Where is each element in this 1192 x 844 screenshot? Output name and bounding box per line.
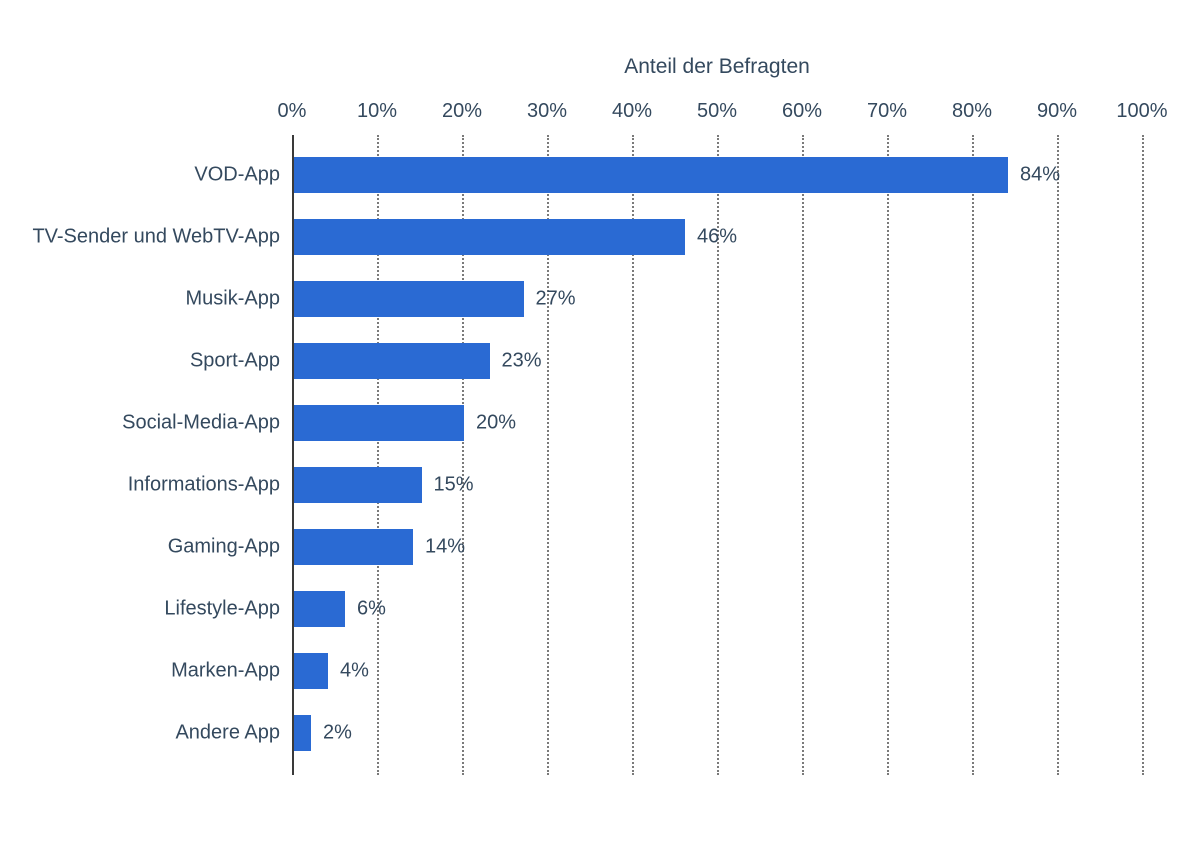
- value-label: 2%: [323, 722, 352, 745]
- value-label: 14%: [425, 536, 465, 559]
- value-label: 23%: [502, 350, 542, 373]
- grid-line: [1142, 135, 1144, 775]
- x-tick-label: 10%: [357, 100, 397, 123]
- chart-container: Anteil der Befragten 0% 10% 20% 30% 40% 50% 60…: [0, 0, 1192, 844]
- value-label: 4%: [340, 660, 369, 683]
- grid-line: [972, 135, 974, 775]
- category-label: Social-Media-App: [122, 412, 280, 435]
- value-label: 15%: [434, 474, 474, 497]
- x-tick-label: 50%: [697, 100, 737, 123]
- bar: [294, 405, 464, 441]
- x-tick-label: 100%: [1116, 100, 1167, 123]
- value-label: 6%: [357, 598, 386, 621]
- bar: [294, 157, 1008, 193]
- bar: [294, 343, 490, 379]
- category-label: Musik-App: [186, 288, 280, 311]
- category-label: TV-Sender und WebTV-App: [32, 226, 280, 249]
- value-label: 46%: [697, 226, 737, 249]
- category-label: Informations-App: [128, 474, 280, 497]
- bar: [294, 219, 685, 255]
- category-label: Andere App: [175, 722, 280, 745]
- x-tick-label: 0%: [278, 100, 307, 123]
- category-label: Gaming-App: [168, 536, 280, 559]
- value-label: 20%: [476, 412, 516, 435]
- x-tick-label: 60%: [782, 100, 822, 123]
- bar: [294, 529, 413, 565]
- category-label: Lifestyle-App: [164, 598, 280, 621]
- x-tick-label: 80%: [952, 100, 992, 123]
- category-label: Marken-App: [171, 660, 280, 683]
- x-tick-label: 90%: [1037, 100, 1077, 123]
- bar: [294, 591, 345, 627]
- x-tick-label: 30%: [527, 100, 567, 123]
- bar: [294, 715, 311, 751]
- bar: [294, 281, 524, 317]
- value-label: 27%: [536, 288, 576, 311]
- x-tick-label: 40%: [612, 100, 652, 123]
- category-label: Sport-App: [190, 350, 280, 373]
- grid-line: [802, 135, 804, 775]
- value-label: 84%: [1020, 164, 1060, 187]
- grid-line: [887, 135, 889, 775]
- bar: [294, 467, 422, 503]
- bar: [294, 653, 328, 689]
- chart-title: Anteil der Befragten: [624, 55, 810, 79]
- x-tick-label: 20%: [442, 100, 482, 123]
- grid-line: [1057, 135, 1059, 775]
- x-tick-label: 70%: [867, 100, 907, 123]
- category-label: VOD-App: [194, 164, 280, 187]
